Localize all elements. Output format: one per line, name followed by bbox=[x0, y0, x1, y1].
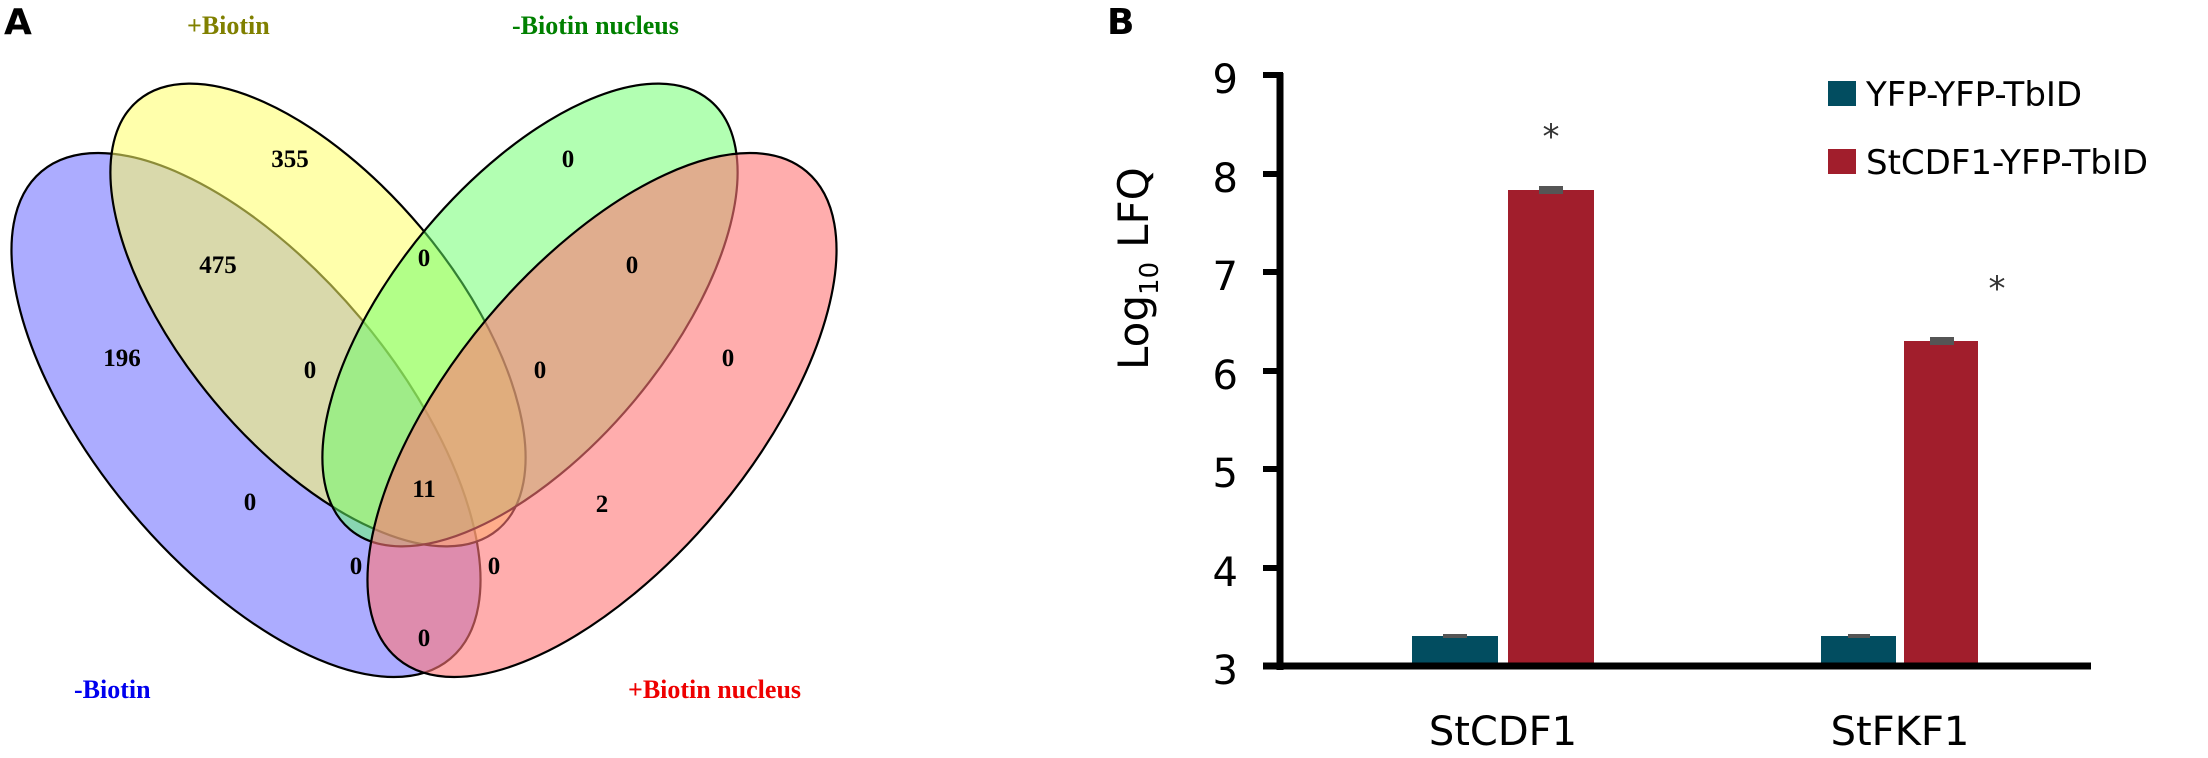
y-tick-label: 9 bbox=[1213, 57, 1238, 103]
venn-set-plus-biotin-nucleus bbox=[366, 151, 838, 679]
error-bar bbox=[1443, 634, 1467, 638]
x-category-label: StFKF1 bbox=[1831, 709, 1970, 755]
legend-label-stcdf1: StCDF1-YFP-TbID bbox=[1866, 143, 2148, 183]
y-tick-label: 4 bbox=[1213, 550, 1238, 596]
legend-swatch-yfp bbox=[1828, 81, 1856, 106]
legend-swatch-stcdf1 bbox=[1828, 149, 1856, 174]
legend-label-yfp: YFP-YFP-TbID bbox=[1865, 75, 2082, 115]
significance-marker: * bbox=[1989, 269, 2006, 309]
axes bbox=[1263, 72, 2091, 670]
y-axis-label: Log10LFQ bbox=[1109, 167, 1165, 370]
venn-count: 0 bbox=[244, 489, 257, 516]
venn-count: 0 bbox=[418, 245, 431, 272]
bar-yfp-stfkf1 bbox=[1821, 636, 1896, 666]
venn-count: 2 bbox=[596, 491, 609, 518]
bar-stcdf1-stfkf1 bbox=[1904, 341, 1978, 666]
venn-label-minus-biotin: -Biotin bbox=[74, 675, 151, 704]
error-bar bbox=[1539, 186, 1563, 194]
bars: * * bbox=[1412, 117, 2006, 666]
y-tick-label: 6 bbox=[1213, 353, 1238, 399]
bar-stcdf1-stcdf1 bbox=[1508, 190, 1594, 666]
panel-b-letter: B bbox=[1107, 2, 1135, 43]
venn-count: 0 bbox=[534, 357, 547, 384]
y-tick-labels: 3 4 5 6 7 8 9 bbox=[1213, 57, 1238, 694]
venn-count: 0 bbox=[722, 345, 735, 372]
venn-count: 0 bbox=[418, 625, 431, 652]
venn-count: 355 bbox=[271, 146, 309, 173]
venn-count: 0 bbox=[304, 357, 317, 384]
bar-yfp-stcdf1 bbox=[1412, 636, 1498, 666]
y-tick-label: 7 bbox=[1213, 254, 1238, 300]
venn-count: 196 bbox=[103, 345, 141, 372]
x-category-label: StCDF1 bbox=[1429, 709, 1577, 755]
venn-diagram: +Biotin -Biotin nucleus -Biotin +Biotin … bbox=[10, 11, 838, 704]
panel-a-letter: A bbox=[4, 2, 32, 43]
venn-ellipses bbox=[10, 82, 838, 679]
y-tick-label: 8 bbox=[1213, 156, 1238, 202]
error-bar bbox=[1930, 337, 1954, 345]
venn-count: 11 bbox=[412, 476, 436, 503]
venn-label-plus-biotin: +Biotin bbox=[187, 11, 270, 40]
bar-chart: Log10LFQ 3 4 5 6 7 8 9 * * StC bbox=[1109, 57, 2148, 755]
venn-count: 0 bbox=[488, 553, 501, 580]
venn-count: 0 bbox=[562, 146, 575, 173]
y-tick-label: 3 bbox=[1213, 648, 1238, 694]
venn-label-minus-biotin-nucleus: -Biotin nucleus bbox=[512, 11, 679, 40]
significance-marker: * bbox=[1543, 117, 1560, 157]
y-tick-label: 5 bbox=[1213, 451, 1238, 497]
venn-count: 475 bbox=[199, 252, 237, 279]
legend: YFP-YFP-TbID StCDF1-YFP-TbID bbox=[1828, 75, 2148, 183]
venn-count: 0 bbox=[626, 252, 639, 279]
svg-text:Log10LFQ: Log10LFQ bbox=[1109, 167, 1165, 370]
venn-count: 0 bbox=[350, 553, 363, 580]
venn-label-plus-biotin-nucleus: +Biotin nucleus bbox=[628, 675, 801, 704]
error-bar bbox=[1848, 634, 1870, 638]
